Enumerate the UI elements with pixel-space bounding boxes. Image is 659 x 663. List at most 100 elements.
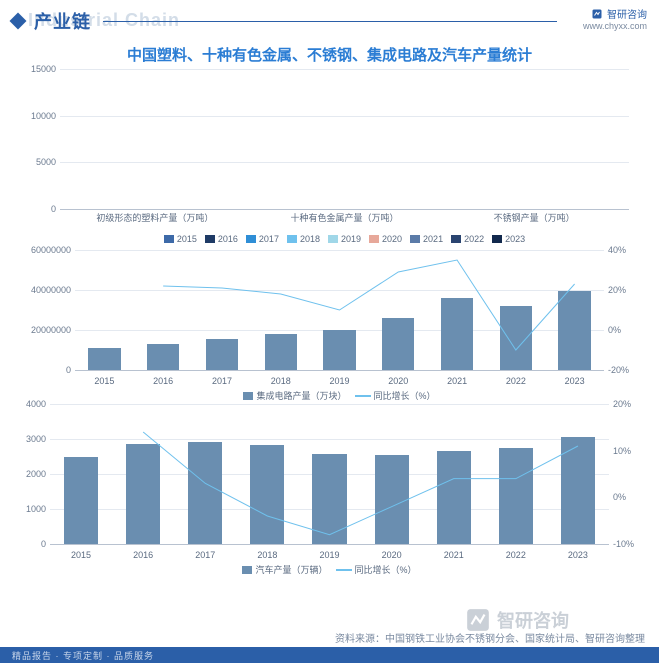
chart3-ytick-left: 0 xyxy=(41,539,50,549)
chart2-ytick-right: 20% xyxy=(604,285,626,295)
chart1-ytick-label: 5000 xyxy=(36,157,60,167)
chart1-ytick-label: 15000 xyxy=(31,64,60,74)
chart2-gridline xyxy=(75,370,604,371)
legend-label: 同比增长（%） xyxy=(374,389,436,402)
legend-label: 2018 xyxy=(300,234,320,244)
chart1-gridline xyxy=(60,162,629,163)
chart-auto: 01000200030004000-10%0%10%20% 2015201620… xyxy=(20,404,639,574)
chart3-x-label: 2016 xyxy=(112,550,174,560)
chart2-ytick-right: 40% xyxy=(604,245,626,255)
chart3-ytick-left: 3000 xyxy=(26,434,50,444)
chart2-x-label: 2015 xyxy=(75,376,134,386)
chart3-ytick-right: -10% xyxy=(609,539,634,549)
chart2-ytick-left: 20000000 xyxy=(31,325,75,335)
chart1-ytick-label: 0 xyxy=(51,204,60,214)
chart2-x-label: 2018 xyxy=(251,376,310,386)
chart2-x-label: 2019 xyxy=(310,376,369,386)
chart1-legend-item: 2016 xyxy=(205,234,238,244)
legend-label: 2019 xyxy=(341,234,361,244)
chart3-x-label: 2018 xyxy=(236,550,298,560)
brand-url: www.chyxx.com xyxy=(583,21,647,31)
header-diamond-icon xyxy=(10,13,27,30)
chart3-legend-bar: 汽车产量（万辆） xyxy=(242,563,327,576)
legend-label: 2016 xyxy=(218,234,238,244)
chart1-ytick-label: 10000 xyxy=(31,111,60,121)
chart2-ytick-left: 60000000 xyxy=(31,245,75,255)
chart2-line-overlay xyxy=(75,250,604,370)
chart3-ytick-right: 20% xyxy=(609,399,631,409)
chart1-gridline xyxy=(60,209,629,210)
chart1-legend: 2015 2016 2017 2018 2019 2020 2021 2022 2023 xyxy=(60,234,629,244)
legend-swatch xyxy=(492,235,502,243)
header-title: 产业链 xyxy=(34,8,91,34)
footer-text: 精品报告 · 专项定制 · 品质服务 xyxy=(12,649,154,662)
chart1-legend-item: 2022 xyxy=(451,234,484,244)
chart3-ytick-left: 2000 xyxy=(26,469,50,479)
chart1-gridline xyxy=(60,69,629,70)
chart3-x-labels: 201520162017201820192020202120222023 xyxy=(50,550,609,560)
legend-label: 2015 xyxy=(177,234,197,244)
chart-main-title: 中国塑料、十种有色金属、不锈钢、集成电路及汽车产量统计 xyxy=(0,44,659,65)
chart1-legend-item: 2023 xyxy=(492,234,525,244)
chart1-legend-item: 2015 xyxy=(164,234,197,244)
chart3-x-label: 2020 xyxy=(361,550,423,560)
legend-swatch xyxy=(242,566,252,574)
chart1-plot-area: 050001000015000 xyxy=(60,69,629,209)
chart2-plot-area: 0200000004000000060000000-20%0%20%40% xyxy=(75,250,604,370)
legend-line-swatch xyxy=(336,569,352,571)
brand-name: 智研咨询 xyxy=(607,6,647,21)
chart2-x-label: 2016 xyxy=(134,376,193,386)
chart3-x-label: 2022 xyxy=(485,550,547,560)
chart-grouped-bar: 050001000015000 初级形态的塑料产量（万吨）十种有色金属产量（万吨… xyxy=(20,69,639,244)
source-attribution: 资料来源：中国钢铁工业协会不锈钢分会、国家统计局、智研咨询整理 xyxy=(335,630,645,645)
chart2-x-label: 2022 xyxy=(486,376,545,386)
chart1-legend-item: 2019 xyxy=(328,234,361,244)
legend-swatch xyxy=(246,235,256,243)
chart-ic: 0200000004000000060000000-20%0%20%40% 20… xyxy=(20,250,639,400)
chart2-legend-line: 同比增长（%） xyxy=(355,389,436,402)
legend-swatch xyxy=(369,235,379,243)
chart2-x-label: 2017 xyxy=(193,376,252,386)
chart2-ytick-left: 40000000 xyxy=(31,285,75,295)
legend-label: 2017 xyxy=(259,234,279,244)
chart3-gridline xyxy=(50,544,609,545)
legend-swatch xyxy=(328,235,338,243)
legend-swatch xyxy=(287,235,297,243)
chart2-legend: 集成电路产量（万块） 同比增长（%） xyxy=(75,389,604,402)
chart2-x-label: 2023 xyxy=(545,376,604,386)
chart3-x-label: 2021 xyxy=(423,550,485,560)
chart3-line-overlay xyxy=(50,404,609,544)
brand-block: 智研咨询 www.chyxx.com xyxy=(583,6,647,31)
legend-label: 2021 xyxy=(423,234,443,244)
chart2-x-label: 2021 xyxy=(428,376,487,386)
legend-label: 同比增长（%） xyxy=(355,563,417,576)
chart3-x-label: 2017 xyxy=(174,550,236,560)
chart3-ytick-right: 10% xyxy=(609,446,631,456)
footer-bar: 精品报告 · 专项定制 · 品质服务 xyxy=(0,647,659,663)
legend-label: 汽车产量（万辆） xyxy=(255,563,327,576)
legend-swatch xyxy=(164,235,174,243)
legend-label: 集成电路产量（万块） xyxy=(256,389,346,402)
chart3-legend: 汽车产量（万辆） 同比增长（%） xyxy=(50,563,609,576)
legend-swatch xyxy=(451,235,461,243)
brand-logo-icon xyxy=(591,8,603,20)
chart2-x-label: 2020 xyxy=(369,376,428,386)
chart1-x-labels: 初级形态的塑料产量（万吨）十种有色金属产量（万吨）不锈钢产量（万吨） xyxy=(60,211,629,224)
header-bar: Industrial Chain 产业链 智研咨询 www.chyxx.com xyxy=(0,0,659,38)
chart1-legend-item: 2018 xyxy=(287,234,320,244)
header-divider xyxy=(103,21,557,22)
chart3-ytick-right: 0% xyxy=(609,492,626,502)
chart3-x-label: 2019 xyxy=(298,550,360,560)
chart1-legend-item: 2020 xyxy=(369,234,402,244)
chart3-ytick-left: 1000 xyxy=(26,504,50,514)
chart1-x-category: 不锈钢产量（万吨） xyxy=(439,211,629,224)
legend-label: 2020 xyxy=(382,234,402,244)
legend-label: 2023 xyxy=(505,234,525,244)
legend-swatch xyxy=(243,392,253,400)
chart2-ytick-right: 0% xyxy=(604,325,621,335)
chart3-legend-line: 同比增长（%） xyxy=(336,563,417,576)
chart1-x-category: 十种有色金属产量（万吨） xyxy=(250,211,440,224)
chart2-ytick-left: 0 xyxy=(66,365,75,375)
legend-swatch xyxy=(410,235,420,243)
chart3-ytick-left: 4000 xyxy=(26,399,50,409)
